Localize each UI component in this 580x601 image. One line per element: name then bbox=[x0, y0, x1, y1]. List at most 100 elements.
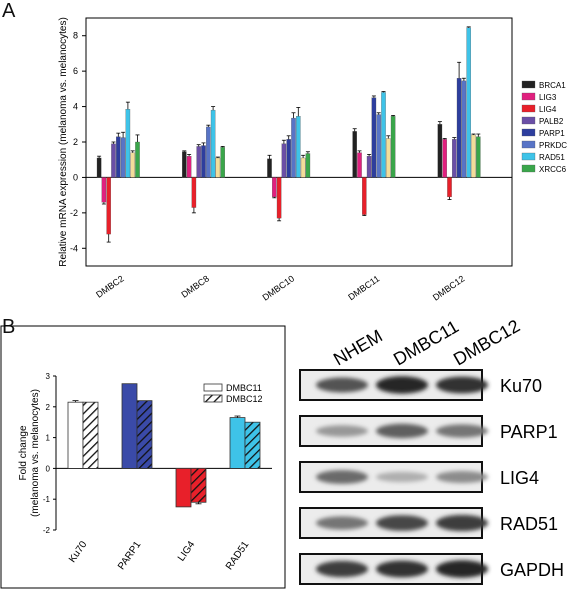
bar bbox=[386, 138, 391, 178]
bar bbox=[390, 116, 396, 178]
panel-label-b: B bbox=[2, 316, 16, 338]
y-axis-label: Relative mRNA expression (melanoma vs. m… bbox=[58, 17, 69, 267]
bar bbox=[366, 156, 372, 178]
bar bbox=[437, 124, 443, 178]
bar bbox=[196, 146, 201, 178]
bar bbox=[186, 156, 192, 178]
y-tick-label: -1 bbox=[43, 495, 51, 504]
bar bbox=[229, 417, 246, 469]
fold-change-chart: -2 -1 0 1 2 3 Fold change (melanoma vs. melanoc… bbox=[0, 325, 286, 589]
bar bbox=[352, 131, 357, 178]
bar bbox=[206, 126, 211, 178]
x-tick-label: RAD51 bbox=[224, 539, 252, 572]
bar bbox=[267, 158, 272, 178]
legend-label: PRKDC bbox=[539, 141, 567, 150]
bar bbox=[466, 27, 471, 178]
bar bbox=[116, 136, 121, 178]
bar bbox=[381, 92, 386, 178]
bar bbox=[101, 177, 107, 203]
legend-label: LIG4 bbox=[539, 105, 557, 114]
bar bbox=[305, 153, 311, 178]
bar bbox=[175, 467, 192, 508]
bar bbox=[135, 141, 140, 178]
bar bbox=[471, 134, 476, 178]
bar bbox=[296, 116, 301, 178]
bar bbox=[121, 383, 138, 469]
bar bbox=[357, 152, 362, 178]
blot-band bbox=[436, 424, 488, 438]
blot-band bbox=[316, 516, 368, 530]
legend-label: DMBC12 bbox=[226, 394, 263, 404]
legend-label: XRCC6 bbox=[539, 165, 567, 174]
x-tick-label: DMBC2 bbox=[94, 273, 126, 299]
bar bbox=[96, 157, 102, 178]
bar bbox=[106, 177, 111, 235]
legend-label: PARP1 bbox=[539, 129, 565, 138]
bar bbox=[461, 80, 467, 178]
y-tick-label: 2 bbox=[73, 137, 78, 147]
y-tick-label: 2 bbox=[46, 403, 51, 412]
bar bbox=[452, 139, 457, 178]
bar bbox=[476, 136, 481, 178]
y-tick-label: 4 bbox=[73, 102, 78, 112]
blot-band bbox=[436, 471, 488, 483]
bar bbox=[371, 97, 377, 178]
y-axis-label: Fold change bbox=[18, 425, 29, 480]
y-tick-label: -2 bbox=[70, 208, 78, 218]
bar bbox=[191, 177, 197, 208]
blot-row-label: RAD51 bbox=[500, 514, 558, 534]
blot-row-label: GAPDH bbox=[500, 560, 564, 580]
bar bbox=[300, 157, 306, 178]
bar bbox=[125, 109, 131, 178]
bar bbox=[362, 177, 367, 215]
blot-band bbox=[376, 376, 428, 394]
bar bbox=[376, 114, 381, 178]
blot-row-label: Ku70 bbox=[500, 376, 542, 396]
legend-swatch bbox=[521, 128, 536, 137]
legend-swatch bbox=[203, 383, 223, 392]
legend-swatch bbox=[521, 80, 536, 89]
blot-row-label: PARP1 bbox=[500, 422, 558, 442]
bar bbox=[281, 143, 287, 178]
x-tick-label: DMBC10 bbox=[260, 273, 296, 302]
x-tick-label: Ku70 bbox=[67, 539, 90, 565]
y-tick-label: 3 bbox=[46, 372, 51, 381]
bar bbox=[276, 177, 282, 219]
y-tick-label: 6 bbox=[73, 66, 78, 76]
bar bbox=[136, 400, 153, 469]
legend-label: BRCA1 bbox=[539, 81, 566, 90]
blot-band bbox=[436, 514, 488, 532]
y-axis-label-sub: (melanoma vs. melanocytes) bbox=[30, 389, 41, 517]
y-tick-label: 0 bbox=[73, 172, 78, 182]
legend-swatch bbox=[521, 152, 536, 161]
western-blot: NHEM DMBC11 DMBC12 Ku70 PARP1 LIG4 RAD51 GAPDH bbox=[290, 316, 580, 596]
blot-band bbox=[376, 423, 428, 439]
legend-swatch bbox=[521, 104, 536, 113]
blot-band bbox=[316, 425, 368, 437]
x-tick-label: PARP1 bbox=[116, 539, 144, 572]
bar bbox=[442, 139, 447, 178]
blot-band bbox=[376, 471, 428, 483]
panel-frame bbox=[0, 325, 286, 589]
bar bbox=[210, 109, 216, 178]
bar bbox=[215, 157, 221, 178]
legend-label: DMBC11 bbox=[226, 383, 262, 393]
y-tick-label: -2 bbox=[43, 526, 51, 535]
y-tick-label: 1 bbox=[46, 434, 51, 443]
bar bbox=[120, 137, 126, 178]
legend-swatch bbox=[521, 164, 536, 173]
x-tick-label: DMBC11 bbox=[346, 273, 381, 302]
blot-band bbox=[436, 376, 488, 394]
blot-row-label: LIG4 bbox=[500, 468, 539, 488]
x-tick-label: LIG4 bbox=[176, 539, 198, 563]
blot-column-label: NHEM bbox=[330, 326, 386, 370]
bar bbox=[456, 78, 462, 178]
blot-band bbox=[376, 515, 428, 531]
blot-column-label: DMBC11 bbox=[390, 318, 462, 369]
y-tick-label: 8 bbox=[73, 31, 78, 41]
x-tick-label: DMBC12 bbox=[431, 273, 467, 302]
legend-swatch bbox=[521, 92, 536, 101]
blot-band bbox=[316, 377, 368, 393]
legend-label: PALB2 bbox=[539, 117, 564, 126]
